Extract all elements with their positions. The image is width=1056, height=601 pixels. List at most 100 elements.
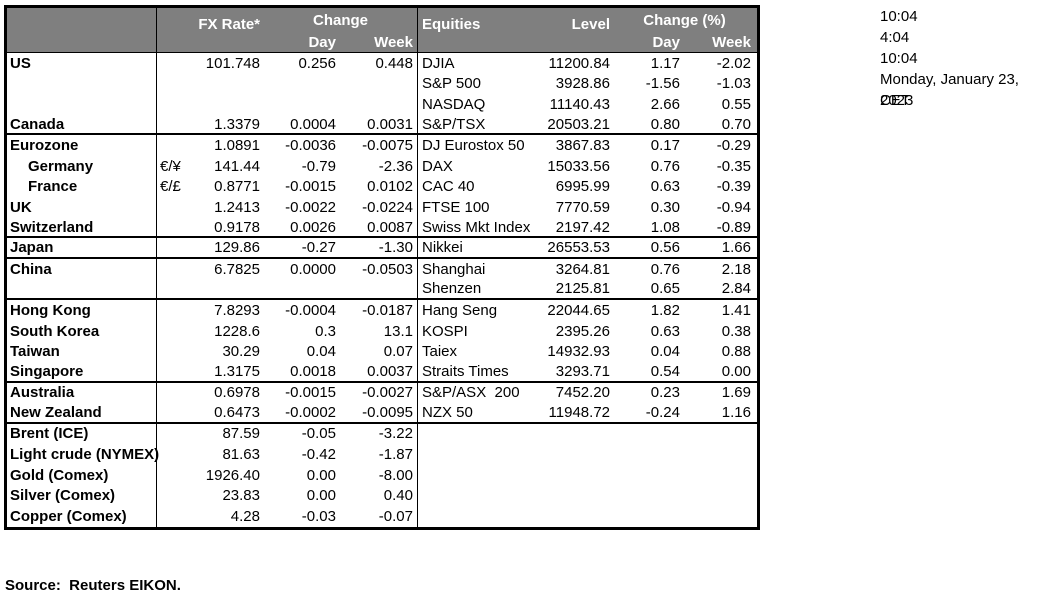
fx-week-cell: -1.30 (340, 238, 418, 257)
equity-level-cell: 20503.21 (547, 115, 610, 133)
table-row: Silver (Comex) 23.83 0.00 0.40 (7, 485, 757, 507)
fx-day-cell: -0.0015 (285, 178, 336, 196)
header-eq-day: Day (652, 33, 680, 51)
fx-week-cell: -0.0027 (340, 382, 418, 404)
table-header: FX Rate* Change Equities Level Change (%… (7, 8, 757, 53)
fx-week-cell: 0.0087 (340, 217, 418, 237)
equity-day-cell: -0.24 (645, 403, 680, 421)
table-row: Japan 129.86 -0.27 -1.30 Nikkei 26553.53 0.56 1… (7, 238, 757, 259)
equity-week-cell: -0.39 (716, 178, 751, 196)
equity-day-cell: 0.80 (650, 115, 680, 133)
currency-pair: €/¥ (160, 157, 181, 175)
row-label: New Zealand (7, 403, 157, 422)
equity-week-cell: -0.94 (716, 198, 751, 216)
fx-day-cell: -0.03 (301, 507, 336, 525)
equity-name-cell: Shanghai (422, 260, 486, 278)
table-row: Eurozone 1.0891 -0.0036 -0.0075 DJ Eurostox … (7, 135, 757, 156)
fx-rate-cell: 141.44 (214, 157, 260, 175)
equity-week-cell: -0.29 (716, 137, 751, 155)
row-label (7, 73, 157, 95)
row-label: Japan (7, 238, 157, 257)
table-row: Switzerland 0.9178 0.0026 0.0087 Swiss Mkt I… (7, 217, 757, 239)
clock-timezone: CET (880, 92, 910, 109)
clock-time-2: 4:04 (880, 29, 910, 46)
row-label: Switzerland (7, 217, 157, 237)
row-label: Canada (7, 114, 157, 134)
clock-time-1: 10:04 (880, 8, 918, 25)
fx-day-cell: 0.04 (306, 343, 336, 361)
equity-day-cell: 0.65 (650, 280, 680, 298)
fx-rate-cell: 30.29 (222, 343, 260, 361)
row-label: South Korea (7, 320, 157, 342)
fx-week-cell: 0.40 (340, 485, 418, 507)
row-label: UK (7, 197, 157, 218)
equity-day-cell: 0.23 (650, 384, 680, 402)
equity-week-cell: 1.16 (721, 403, 751, 421)
equity-week-cell: 1.41 (721, 301, 751, 319)
fx-week-cell: -0.07 (340, 506, 418, 527)
header-fx-rate: FX Rate* (198, 16, 260, 33)
row-label (7, 279, 157, 299)
fx-day-cell: -0.0015 (285, 384, 336, 402)
row-label: Gold (Comex) (7, 464, 157, 486)
equity-day-cell: 2.66 (650, 95, 680, 113)
equity-name-cell: S&P 500 (422, 75, 481, 93)
table-row: Canada 1.3379 0.0004 0.0031 S&P/TSX 20503.21 0… (7, 114, 757, 136)
table-row: Gold (Comex) 1926.40 0.00 -8.00 (7, 464, 757, 486)
equity-level-cell: 14932.93 (547, 343, 610, 361)
equity-week-cell: -0.35 (716, 157, 751, 175)
equity-level-cell: 11948.72 (548, 403, 610, 421)
fx-rate-cell: 23.83 (222, 487, 260, 505)
fx-day-cell: 0.0026 (290, 218, 336, 236)
row-label: US (7, 53, 157, 74)
table-body: US 101.748 0.256 0.448 DJIA 11200.84 1.17 -2.02… (7, 53, 757, 527)
table-row: Shenzen 2125.81 0.65 2.84 (7, 279, 757, 301)
equity-day-cell: 0.76 (650, 157, 680, 175)
table-row: China 6.7825 0.0000 -0.0503 Shanghai 3264.81 0… (7, 258, 757, 280)
equity-level-cell: 22044.65 (547, 301, 610, 319)
fx-day-cell: -0.79 (301, 157, 336, 175)
equity-level-cell: 3264.81 (555, 260, 610, 278)
equity-level-cell: 2197.42 (555, 218, 610, 236)
fx-day-cell: -0.42 (301, 446, 336, 464)
header-row-2: Day Week Day Week (7, 32, 757, 52)
footer-notes: Source: Reuters EIKON. * FX Rate for USD… (5, 542, 772, 601)
row-label: Australia (7, 382, 157, 404)
equity-week-cell: 0.38 (721, 322, 751, 340)
header-equities: Equities (422, 16, 481, 33)
table-row: US 101.748 0.256 0.448 DJIA 11200.84 1.17 -2.02 (7, 53, 757, 74)
fx-rate-cell: 0.6473 (214, 403, 260, 421)
equity-name-cell: Shenzen (422, 280, 482, 298)
currency-pair: €/£ (160, 178, 181, 196)
fx-rate-cell: 1228.6 (214, 322, 260, 340)
fx-rate-cell: 0.9178 (214, 218, 260, 236)
fx-week-cell: 0.0037 (340, 361, 418, 381)
row-label (7, 94, 157, 115)
row-label: France (7, 176, 157, 198)
equity-week-cell: -0.89 (716, 218, 751, 236)
header-name-spacer (7, 8, 157, 32)
table-row: S&P 500 3928.86 -1.56 -1.03 (7, 73, 757, 95)
fx-rate-cell: 0.8771 (214, 178, 260, 196)
fx-week-cell: 0.07 (340, 341, 418, 362)
row-label: Singapore (7, 361, 157, 381)
fx-week-cell (340, 73, 418, 95)
fx-rate-cell: 101.748 (205, 54, 260, 72)
equity-week-cell: -2.02 (716, 54, 751, 72)
fx-day-cell: 0.3 (315, 322, 336, 340)
fx-day-cell: 0.0000 (290, 260, 336, 278)
clock-block: 10:04 4:04 10:04 Monday, January 23, 202… (880, 6, 1056, 111)
header-row-1: FX Rate* Change Equities Level Change (%… (7, 8, 757, 32)
equity-week-cell: 0.00 (721, 362, 751, 380)
equity-name-cell: KOSPI (422, 322, 468, 340)
equity-day-cell: 1.82 (650, 301, 680, 319)
equity-day-cell: -1.56 (645, 75, 680, 93)
equity-name-cell: Straits Times (422, 362, 509, 380)
equity-level-cell: 11140.43 (549, 95, 610, 113)
fx-rate-cell: 1.0891 (214, 137, 260, 155)
table-row: Singapore 1.3175 0.0018 0.0037 Straits Times… (7, 361, 757, 383)
equity-name-cell: NASDAQ (422, 95, 486, 113)
equity-level-cell: 15033.56 (547, 157, 610, 175)
equity-day-cell: 1.08 (650, 218, 680, 236)
equity-day-cell: 0.63 (650, 322, 680, 340)
